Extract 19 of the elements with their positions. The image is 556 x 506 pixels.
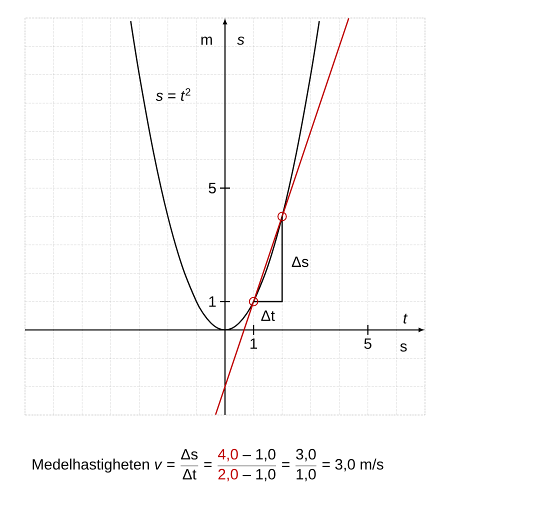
text: 1,0 [296, 468, 316, 482]
annotation: s [400, 343, 407, 352]
annotation: Δt [261, 310, 275, 321]
text: = [282, 462, 290, 467]
text: = [204, 462, 212, 467]
y-axis-title: s [237, 36, 244, 45]
x-axis-title: t [404, 314, 408, 324]
annotation: s = t$^{2}$ [156, 88, 190, 101]
text: Medelhastigheten v = [32, 458, 175, 473]
text: – 1,0 [242, 468, 276, 482]
text: 3,0 [296, 448, 316, 462]
annotation: m [201, 36, 212, 45]
text: Δs [181, 449, 198, 460]
text: 4,0 [218, 448, 238, 462]
text: Δt [182, 469, 196, 480]
text: 2,0 [218, 468, 238, 482]
annotation: Δs [292, 256, 308, 268]
text: = 3,0 m/s [322, 458, 384, 472]
text: – 1,0 [242, 448, 276, 462]
